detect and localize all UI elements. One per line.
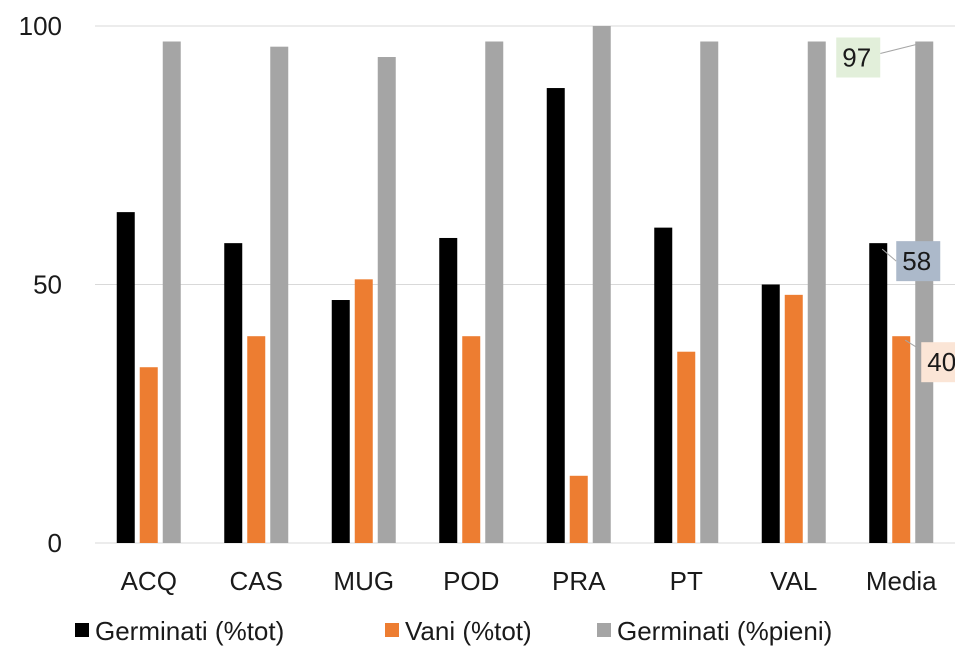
bar: [162, 41, 181, 543]
bar: [439, 237, 458, 543]
legend-label: Germinati (%pieni): [617, 616, 832, 646]
bar: [139, 367, 158, 543]
x-tick-label: VAL: [770, 566, 817, 596]
legend: Germinati (%tot) Vani (%tot) Germinati (%p…: [75, 616, 832, 646]
bar: [270, 46, 289, 544]
bar: [654, 227, 673, 543]
callout-box: [896, 241, 941, 282]
bar: [247, 336, 266, 543]
callout-leader: [881, 248, 897, 262]
legend-label: Vani (%tot): [405, 616, 532, 646]
x-tick-label: POD: [443, 566, 499, 596]
y-tick-label: 0: [48, 528, 62, 558]
bar: [700, 41, 719, 543]
bar: [354, 279, 373, 543]
x-tick-label: MUG: [333, 566, 394, 596]
bar: [116, 212, 135, 543]
data-label: 40: [927, 347, 955, 377]
x-axis-ticks: ACQ CAS MUG POD PRA PT VAL Media: [121, 566, 938, 596]
legend-swatch: [385, 623, 399, 637]
x-tick-label: PT: [670, 566, 703, 596]
bar: [377, 57, 396, 544]
x-tick-label: CAS: [230, 566, 283, 596]
bar: [592, 26, 611, 543]
bar: [462, 336, 481, 543]
bar: [546, 88, 565, 543]
legend-swatch: [597, 623, 611, 637]
x-tick-label: ACQ: [121, 566, 177, 596]
bar: [807, 41, 826, 543]
callout-leader: [904, 339, 922, 351]
callout-leader: [880, 43, 921, 54]
bar: [224, 243, 243, 543]
bar: [915, 41, 934, 543]
legend-label: Germinati (%tot): [95, 616, 284, 646]
bar: [784, 294, 803, 543]
callouts: 97 58 40: [836, 37, 955, 383]
data-label: 58: [902, 246, 931, 276]
y-tick-label: 100: [19, 11, 62, 41]
data-label: 97: [842, 43, 871, 73]
bar: [761, 284, 780, 543]
bar: [331, 300, 350, 543]
bar: [869, 243, 888, 543]
callout-box: [921, 342, 955, 383]
x-tick-label: PRA: [552, 566, 606, 596]
bar: [677, 351, 696, 543]
callout-box: [836, 37, 881, 78]
gridlines: [95, 25, 955, 285]
y-axis-ticks: 0 50 100: [19, 11, 62, 558]
bar: [485, 41, 504, 543]
bar: [569, 475, 588, 543]
y-tick-label: 50: [33, 270, 62, 300]
legend-swatch: [75, 623, 89, 637]
x-tick-label: Media: [866, 566, 937, 596]
bar: [892, 336, 911, 543]
bars: [116, 26, 934, 544]
